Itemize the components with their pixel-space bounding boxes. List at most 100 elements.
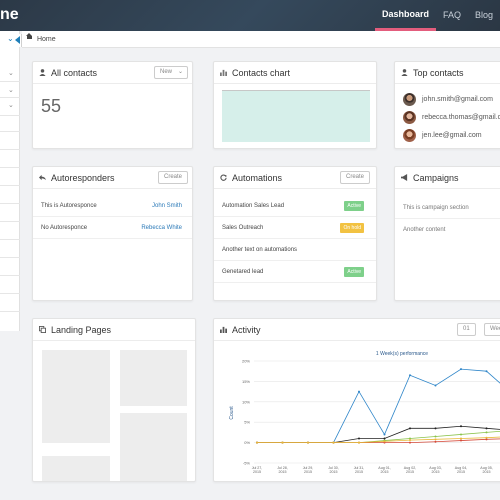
series-line [257,436,500,443]
refresh-icon [220,174,227,181]
data-point[interactable] [409,427,411,430]
list-item[interactable]: No Autoresponce Rebecca White [33,217,192,239]
contacts-filter-select[interactable]: New ⌄ [154,66,188,79]
list-item[interactable]: Sales Outreach On hold [214,217,376,239]
status-badge: Active [344,267,364,277]
data-point[interactable] [358,437,360,440]
breadcrumb-home[interactable]: Home [36,36,56,43]
filter-value: New [160,69,173,75]
panel-header: Top contacts [395,62,500,84]
main-nav: Dashboard FAQ Blog [374,0,500,31]
x-tick-label: Jul 31, 2015 [354,466,365,474]
sidebar-divider [0,81,20,82]
panel-header: All contacts New ⌄ [33,62,192,84]
automation-label: Another text on automations [222,247,298,253]
data-point[interactable] [460,425,462,428]
create-automation-button[interactable]: Create [339,171,370,184]
data-point[interactable] [409,437,411,440]
panel-title: Automations [232,173,283,183]
data-point[interactable] [434,440,437,443]
chevron-down-icon[interactable]: ⌄ [8,87,14,94]
data-point[interactable] [485,427,488,430]
y-tick-label: 5% [244,420,250,425]
data-point[interactable] [256,441,258,444]
brand-logo[interactable]: ne [0,6,19,23]
data-point[interactable] [383,440,386,443]
landing-page-thumbnail[interactable] [42,350,110,443]
data-point[interactable] [434,427,437,430]
data-point[interactable] [409,374,411,377]
contacts-chart-panel: Contacts chart [213,61,377,149]
top-contacts-panel: Top contacts john.smith@gmail.com rebecc… [394,61,500,149]
data-point[interactable] [358,390,360,393]
contact-email: jen.lee@gmail.com [422,132,482,139]
panel-header: Autoresponders Create [33,167,192,189]
data-point[interactable] [485,431,488,434]
list-item[interactable]: This is Autoresponce John Smith [33,195,192,217]
data-point[interactable] [434,435,437,438]
panel-title: Landing Pages [51,325,112,335]
sidebar-divider [0,293,20,294]
sidebar-toggle[interactable]: ⌄ [0,34,22,47]
list-item[interactable]: Another text on automations [214,239,376,261]
list-item[interactable]: Automation Sales Lead Active [214,195,376,217]
chevron-down-icon[interactable]: ⌄ [8,70,14,77]
chevron-down-icon: ⌄ [177,69,183,75]
nav-dashboard[interactable]: Dashboard [374,0,436,31]
automation-label: Sales Outreach [222,225,264,231]
data-point[interactable] [460,439,462,442]
x-tick-label: Aug 01, 2015 [378,466,390,474]
y-tick-label: 20% [242,359,250,364]
data-point[interactable] [383,437,386,440]
data-point[interactable] [358,441,360,444]
list-item[interactable]: This is campaign section [395,197,500,219]
contact-email: rebecca.thomas@gmail.com [422,114,500,121]
activity-panel: Activity 01 Wee 1 Week(s) performance Co… [213,318,500,482]
data-point[interactable] [460,437,462,440]
data-point[interactable] [307,441,309,444]
sidebar-divider [0,257,20,258]
autoresponder-owner-link[interactable]: John Smith [151,203,182,209]
panel-title: Activity [232,325,261,335]
sidebar-divider [0,275,20,276]
panel-header: Campaigns [395,167,500,189]
data-point[interactable] [434,384,437,387]
data-point[interactable] [485,436,488,439]
data-point[interactable] [460,368,462,371]
period-select[interactable]: 01 [457,323,476,336]
status-badge: Active [344,201,364,211]
create-autoresponder-button[interactable]: Create [157,171,188,184]
panel-header: Landing Pages [33,319,195,341]
avatar [403,93,416,106]
bar-chart-icon [220,69,227,76]
y-tick-label: 15% [242,379,250,384]
data-point[interactable] [409,439,411,442]
data-point[interactable] [460,433,462,436]
nav-blog[interactable]: Blog [474,10,493,20]
top-bar: ne Dashboard FAQ Blog [0,0,500,31]
panel-header: Activity 01 Wee [214,319,500,341]
x-tick-label: Jul 28, 2015 [277,466,288,474]
chevron-down-icon[interactable]: ⌄ [8,102,14,109]
status-badge: On hold [340,223,364,233]
list-item[interactable]: Genetared lead Active [214,261,376,283]
nav-faq[interactable]: FAQ [442,10,461,20]
autoresponder-owner-link[interactable]: Rebecca White [141,225,182,231]
data-point[interactable] [434,438,437,441]
home-icon[interactable] [26,33,33,42]
landing-page-thumbnail[interactable] [120,413,187,481]
x-tick-label: Aug 03, 2015 [429,466,441,474]
data-point[interactable] [332,441,335,444]
landing-page-thumbnail[interactable] [42,456,110,481]
campaign-label: Another content [403,227,446,233]
landing-page-thumbnail[interactable] [120,350,187,406]
list-item[interactable]: Another content [395,219,500,241]
data-point[interactable] [409,441,411,444]
user-icon [401,69,408,76]
data-point[interactable] [383,433,386,436]
data-point[interactable] [485,370,488,373]
data-point[interactable] [281,441,284,444]
collapse-arrow-icon [15,36,20,44]
data-point[interactable] [485,438,488,441]
range-select[interactable]: Wee [484,323,500,336]
